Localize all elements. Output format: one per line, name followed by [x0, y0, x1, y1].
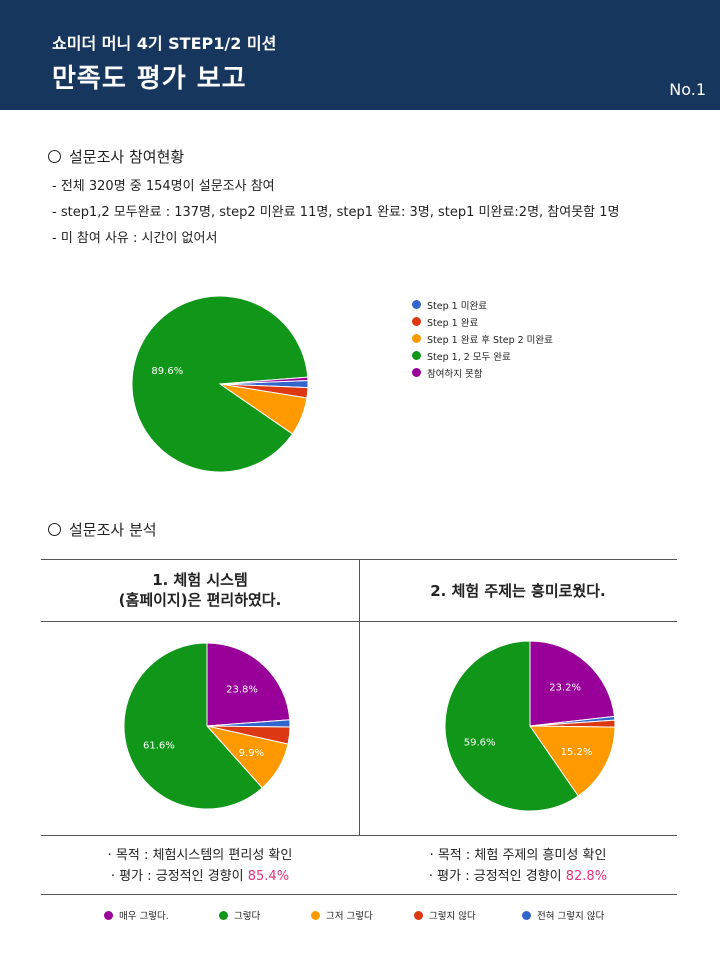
circle-bullet-icon — [48, 150, 61, 163]
q2-summary: · 목적 : 체험 주제의 흥미성 확인 · 평가 : 긍정적인 경향이 82.… — [359, 845, 677, 887]
legend-item: Step 1, 2 모두 완료 — [412, 347, 553, 364]
pie-data-label: 61.6% — [143, 740, 175, 751]
circle-bullet-icon — [48, 523, 61, 536]
pie-data-label: 23.8% — [226, 684, 258, 695]
q2-evaluation: · 평가 : 긍정적인 경향이 82.8% — [428, 869, 608, 884]
legend-item: 매우 그렇다. — [104, 908, 169, 922]
report-title: 만족도 평가 보고 — [52, 64, 247, 94]
analysis-table: 1. 체험 시스템 (홈페이지)은 편리하였다. 2. 체험 주제는 흥미로웠다… — [41, 559, 677, 895]
legend-item: 그저 그렇다 — [311, 908, 373, 922]
legend-item: 참여하지 못함 — [412, 364, 553, 381]
participation-line-breakdown: - step1,2 모두완료 : 137명, step2 미완료 11명, st… — [52, 205, 620, 220]
legend-dot-icon — [311, 910, 320, 920]
pie-data-label: 89.6% — [151, 366, 183, 377]
pie-slice — [444, 640, 579, 812]
legend-dot-icon — [412, 368, 421, 377]
pie-slice — [123, 642, 263, 810]
q2-title: 2. 체험 주제는 흥미로웠다. — [430, 582, 606, 600]
table-border — [41, 894, 677, 895]
table-border — [41, 835, 677, 836]
pie-slice — [206, 642, 291, 727]
legend-dot-icon — [412, 334, 421, 343]
participation-section-title: 설문조사 참여현황 — [48, 146, 184, 167]
participation-pie-chart: 89.6% — [131, 295, 309, 473]
legend-item: Step 1 미완료 — [412, 296, 553, 313]
pie-slice — [529, 725, 616, 797]
q1-summary: · 목적 : 체험시스템의 편리성 확인 · 평가 : 긍정적인 경향이 85.… — [41, 845, 359, 887]
participation-legend: Step 1 미완료 Step 1 완료 Step 1 완료 후 Step 2 … — [412, 296, 553, 381]
q2-positive-rate: 82.8% — [565, 869, 608, 884]
legend-dot-icon — [219, 910, 228, 920]
legend-item: 그렇다 — [219, 908, 260, 922]
q1-positive-rate: 85.4% — [247, 869, 290, 884]
q1-purpose: · 목적 : 체험시스템의 편리성 확인 — [107, 848, 293, 863]
pie-slice — [219, 376, 309, 385]
legend-dot-icon — [104, 910, 113, 920]
pie-data-label: 15.2% — [561, 747, 593, 758]
participation-line-reason: - 미 참여 사유 : 시간이 없어서 — [52, 231, 218, 246]
q1-pie-chart: 23.8% 9.9% 61.6% — [123, 642, 291, 810]
pie-slice — [131, 295, 309, 473]
legend-item: Step 1 완료 — [412, 313, 553, 330]
q2-purpose: · 목적 : 체험 주제의 흥미성 확인 — [429, 848, 607, 863]
page-number: No.1 — [669, 80, 706, 99]
legend-dot-icon — [414, 910, 423, 920]
pie-data-label: 59.6% — [464, 738, 496, 749]
legend-item: Step 1 완료 후 Step 2 미완료 — [412, 330, 553, 347]
legend-dot-icon — [412, 351, 421, 360]
report-header: 쇼미더 머니 4기 STEP1/2 미션 만족도 평가 보고 No.1 — [0, 0, 720, 110]
pie-data-label: 23.2% — [549, 683, 581, 694]
q2-pie-chart: 23.2% 15.2% 59.6% — [444, 640, 616, 812]
q1-title: 1. 체험 시스템 (홈페이지)은 편리하였다. — [118, 571, 282, 609]
pie-slice — [529, 640, 616, 727]
legend-item: 그렇지 않다 — [414, 908, 476, 922]
legend-item: 전혀 그렇지 않다 — [522, 908, 604, 922]
report-subtitle: 쇼미더 머니 4기 STEP1/2 미션 — [52, 34, 277, 53]
table-divider — [359, 559, 360, 835]
legend-dot-icon — [412, 317, 421, 326]
legend-dot-icon — [522, 910, 531, 920]
legend-dot-icon — [412, 300, 421, 309]
participation-line-total: - 전체 320명 중 154명이 설문조사 참여 — [52, 179, 275, 194]
pie-data-label: 9.9% — [239, 748, 264, 759]
analysis-section-title: 설문조사 분석 — [48, 519, 157, 540]
q1-evaluation: · 평가 : 긍정적인 경향이 85.4% — [110, 869, 290, 884]
